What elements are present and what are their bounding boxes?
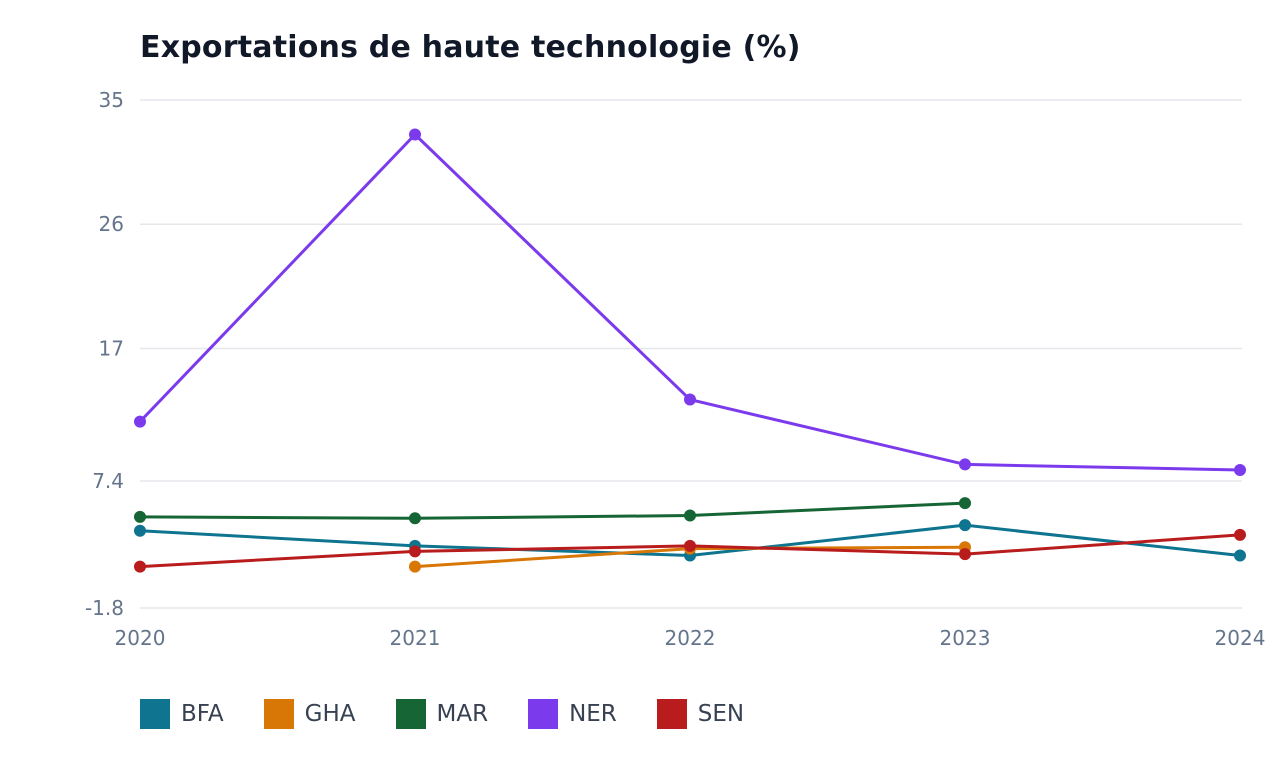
- legend: BFA GHA MAR NER SEN: [140, 698, 784, 730]
- y-tick-label: 17: [99, 336, 124, 360]
- legend-label: BFA: [181, 701, 224, 727]
- x-tick-label: 2022: [665, 626, 716, 650]
- series-lines: [134, 128, 1246, 573]
- legend-swatch: [395, 699, 426, 729]
- series-ner: [134, 128, 1246, 476]
- legend-label: SEN: [697, 701, 745, 727]
- data-point-sen[interactable]: [959, 548, 971, 561]
- data-point-ner[interactable]: [959, 458, 971, 471]
- legend-label: MAR: [436, 701, 489, 727]
- legend-swatch: [528, 699, 559, 729]
- data-point-sen[interactable]: [684, 539, 696, 552]
- line-chart: -1.8 7.4 17 26 35 2020 2021 2022 2023 2024: [85, 88, 1266, 650]
- x-axis-ticks: 2020 2021 2022 2023 2024: [115, 626, 1266, 650]
- y-tick-label: 26: [99, 212, 124, 236]
- legend-swatch: [263, 699, 294, 729]
- y-tick-label: 7.4: [92, 469, 124, 493]
- data-point-mar[interactable]: [684, 509, 696, 522]
- data-point-mar[interactable]: [134, 510, 146, 523]
- data-point-bfa[interactable]: [1234, 549, 1246, 562]
- legend-swatch: [656, 699, 687, 729]
- x-tick-label: 2023: [940, 626, 991, 650]
- data-point-bfa[interactable]: [959, 519, 971, 532]
- data-point-mar[interactable]: [959, 497, 971, 510]
- y-axis-ticks: -1.8 7.4 17 26 35: [85, 88, 124, 620]
- data-point-sen[interactable]: [409, 545, 421, 558]
- data-point-mar[interactable]: [409, 512, 421, 525]
- data-point-ner[interactable]: [134, 415, 146, 428]
- legend-item-ner[interactable]: NER: [528, 699, 617, 729]
- series-line-mar: [138, 501, 967, 520]
- data-point-ner[interactable]: [684, 393, 696, 406]
- x-tick-label: 2024: [1215, 626, 1266, 650]
- x-tick-label: 2021: [390, 626, 441, 650]
- series-mar: [134, 497, 971, 525]
- data-point-sen[interactable]: [1234, 528, 1246, 541]
- y-tick-label: -1.8: [85, 596, 124, 620]
- series-sen: [134, 528, 1246, 573]
- data-point-gha[interactable]: [409, 560, 421, 573]
- y-tick-label: 35: [99, 88, 124, 112]
- data-point-ner[interactable]: [409, 128, 421, 141]
- legend-item-bfa[interactable]: BFA: [140, 699, 224, 729]
- legend-item-gha[interactable]: GHA: [263, 699, 356, 729]
- data-point-sen[interactable]: [134, 560, 146, 573]
- gridlines: [140, 99, 1242, 609]
- data-point-bfa[interactable]: [134, 524, 146, 537]
- legend-label: NER: [569, 701, 617, 727]
- legend-swatch: [140, 699, 170, 729]
- data-point-ner[interactable]: [1234, 463, 1246, 476]
- series-line-ner: [138, 133, 1242, 472]
- legend-label: GHA: [304, 701, 356, 727]
- x-tick-label: 2020: [115, 626, 166, 650]
- chart-title: Exportations de haute technologie (%): [140, 30, 801, 65]
- legend-item-sen[interactable]: SEN: [656, 699, 745, 729]
- legend-item-mar[interactable]: MAR: [395, 699, 489, 729]
